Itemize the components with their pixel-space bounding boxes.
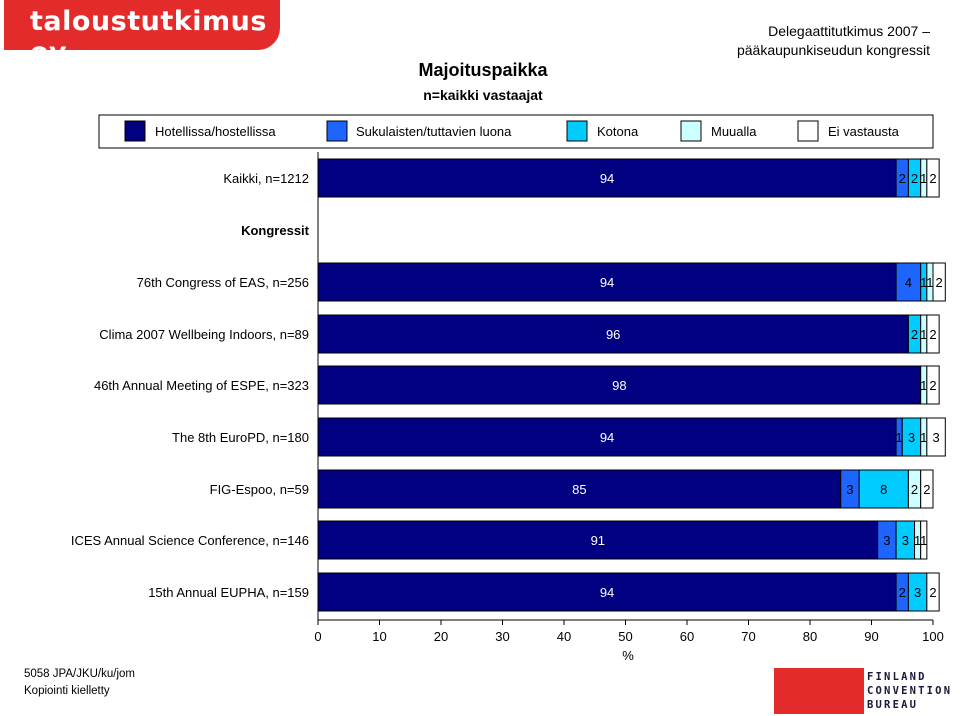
data-label: 2 [929,585,936,600]
data-label: 3 [902,533,909,548]
x-tick-label: 60 [680,629,694,644]
data-label: 3 [908,430,915,445]
data-label: 94 [600,171,614,186]
data-label: 1 [920,327,927,342]
data-label: 3 [932,430,939,445]
bar-segment [926,158,940,198]
data-label: 4 [905,275,912,290]
group-heading: Kongressit [241,223,310,238]
data-label: 1 [920,430,927,445]
x-tick-label: 30 [495,629,509,644]
row-label: 46th Annual Meeting of ESPE, n=323 [94,378,309,393]
data-label: 2 [929,327,936,342]
chart-subtitle: n=kaikki vastaajat [423,87,543,103]
x-tick-label: 70 [741,629,755,644]
study-info: Delegaattitutkimus 2007 – pääkaupunkiseu… [737,22,930,60]
brand-line-1: FINLAND [867,671,927,683]
legend-label: Muualla [711,124,757,139]
row-label: 15th Annual EUPHA, n=159 [148,585,309,600]
finland-convention-bureau-logo: FINLAND CONVENTION BUREAU [774,668,958,714]
x-tick-label: 80 [803,629,817,644]
data-label: 1 [914,533,921,548]
data-label: 2 [899,585,906,600]
data-label: 2 [911,171,918,186]
legend-label: Kotona [597,124,639,139]
row-label: 76th Congress of EAS, n=256 [137,275,309,290]
x-tick-label: 10 [372,629,386,644]
data-label: 1 [896,430,903,445]
data-label: 1 [926,275,933,290]
bar-segment [926,572,940,612]
study-line-1: Delegaattitutkimus 2007 – [768,23,930,39]
legend-label: Hotellissa/hostellissa [155,124,276,139]
bar-segment [317,469,842,509]
row-label: Clima 2007 Wellbeing Indoors, n=89 [99,327,309,342]
bar-segment [317,417,897,457]
legend-swatch [124,120,146,142]
data-label: 2 [899,171,906,186]
bar-segment [317,262,897,302]
brand-line-2: CONVENTION [867,685,953,697]
data-label: 94 [600,430,614,445]
data-label: 94 [600,585,614,600]
data-label: 1 [920,533,927,548]
x-tick-label: 50 [618,629,632,644]
row-label: The 8th EuroPD, n=180 [172,430,309,445]
bar-segment [926,417,946,457]
x-tick-label: 20 [434,629,448,644]
data-label: 2 [929,171,936,186]
row-label: FIG-Espoo, n=59 [210,482,309,497]
data-label: 1 [920,275,927,290]
data-label: 2 [923,482,930,497]
data-label: 3 [914,585,921,600]
legend-swatch [680,120,702,142]
data-label: 98 [612,378,626,393]
x-tick-label: 90 [864,629,878,644]
data-label: 1 [920,378,927,393]
bar-segment [920,469,934,509]
data-label: 3 [883,533,890,548]
brand-line-3: BUREAU [867,699,919,711]
legend-swatch [797,120,819,142]
x-tick-label: 100 [922,629,944,644]
data-label: 2 [936,275,943,290]
legend-swatch [326,120,348,142]
taloustutkimus-logo: taloustutkimus oy [4,0,280,68]
data-label: 2 [911,482,918,497]
chart-title: Majoituspaikka [418,60,548,80]
bar-segment [926,314,940,354]
data-label: 91 [591,533,605,548]
brand-textbox: FINLAND CONVENTION BUREAU [864,668,958,714]
bar-segment [317,314,909,354]
data-label: 94 [600,275,614,290]
row-label: ICES Annual Science Conference, n=146 [71,533,309,548]
row-label: Kaikki, n=1212 [223,171,309,186]
data-label: 1 [920,171,927,186]
bar-segment [895,262,922,302]
x-axis-label: % [622,648,634,663]
x-tick-label: 0 [314,629,321,644]
data-label: 2 [929,378,936,393]
legend-label: Sukulaisten/tuttavien luona [356,124,512,139]
legend-box [98,114,934,149]
data-label: 96 [606,327,620,342]
legend-label: Ei vastausta [828,124,900,139]
copyright-note: Kopiointi kielletty [24,685,110,697]
data-label: 2 [911,327,918,342]
legend-swatch [566,120,588,142]
bar-segment [920,520,928,560]
bar-segment [317,572,897,612]
data-label: 3 [846,482,853,497]
logo-text: taloustutkimus oy [30,6,267,68]
bar-segment [932,262,946,302]
data-label: 8 [880,482,887,497]
bar-segment [926,365,940,405]
x-tick-label: 40 [557,629,571,644]
study-line-2: pääkaupunkiseudun kongressit [736,42,930,58]
data-label: 85 [572,482,586,497]
report-code: 5058 JPA/JKU/ku/jom [24,668,136,680]
bar-segment [317,365,922,405]
